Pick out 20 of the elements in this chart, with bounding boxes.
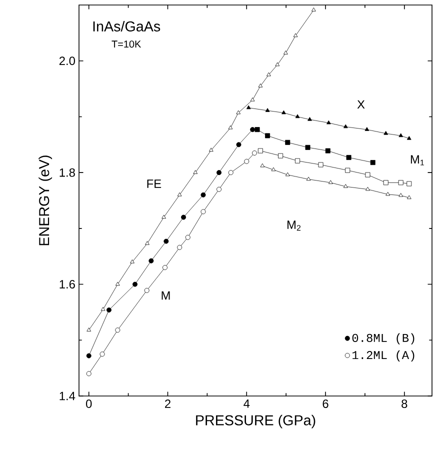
- annotation: FE: [147, 180, 162, 188]
- annotation: InAs/GaAs: [93, 20, 160, 32]
- annotation: M$_{2}$: [287, 220, 300, 231]
- x-axis-title: PRESSURE (GPa): [196, 414, 316, 428]
- x-tick-label: 2: [165, 400, 170, 408]
- y-axis-title: ENERGY (eV): [38, 156, 52, 246]
- legend-label: 0.8ML (B): [352, 333, 414, 344]
- x-tick-label: 4: [244, 400, 250, 408]
- x-tick-label: 8: [402, 400, 408, 408]
- x-tick-label: 6: [322, 400, 328, 408]
- y-tick-label: 1.4: [60, 392, 76, 400]
- x-tick-label: 0: [86, 400, 92, 408]
- annotation: M$_{1}$: [410, 155, 424, 166]
- y-tick-label: 1.6: [60, 280, 75, 289]
- y-tick-label: 2.0: [59, 56, 76, 66]
- y-tick-label: 1.8: [60, 168, 75, 177]
- legend-label: 1.2ML (A): [352, 350, 414, 362]
- annotation: M: [162, 291, 170, 300]
- annotation: X: [357, 100, 365, 109]
- annotation: T=10K: [112, 40, 142, 48]
